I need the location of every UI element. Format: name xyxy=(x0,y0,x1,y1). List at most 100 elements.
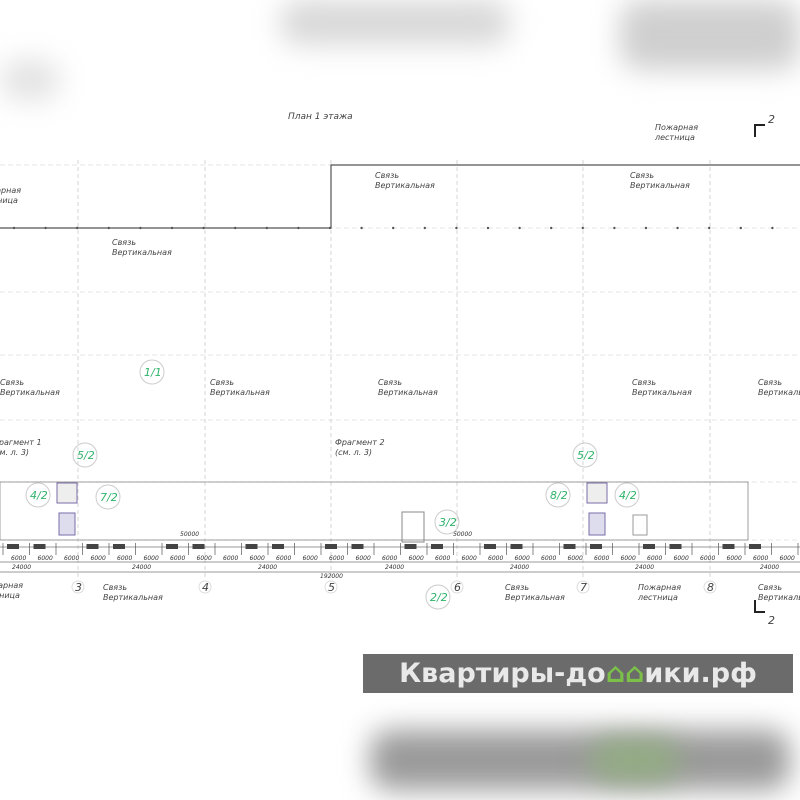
dimension-bay-label: 6000 xyxy=(647,555,662,562)
column-base xyxy=(192,544,205,549)
callout-circle xyxy=(545,482,571,508)
section-mark-label: 2 xyxy=(768,113,775,126)
dimension-bay-label: 6000 xyxy=(38,555,53,562)
callout-label: 1/1 xyxy=(144,366,162,379)
section-mark xyxy=(754,600,765,613)
annotations: 6000 6000 6000 6000 6000 6000 6000 6000 6000 6000… xyxy=(0,113,800,627)
callout-circle xyxy=(72,442,98,468)
house-icon: ⌂⌂ xyxy=(605,658,645,689)
dimension-segment-label: 24000 xyxy=(510,564,529,571)
section-mark xyxy=(754,124,765,137)
stair-fragment-2 xyxy=(401,511,425,543)
vertical-brace-label: Связь xyxy=(632,378,656,387)
column-dot xyxy=(139,226,142,230)
column-dot xyxy=(613,226,616,230)
axis-label: 4 xyxy=(202,581,209,594)
dimension-bay-label: 6000 xyxy=(753,555,768,562)
column-base xyxy=(166,544,178,549)
vertical-brace-label: Связь xyxy=(758,378,782,387)
vertical-brace-label: Вертикальная xyxy=(758,593,800,602)
column-dot xyxy=(739,226,742,230)
dimension-bay-label: 6000 xyxy=(541,555,556,562)
callout-label: 5/2 xyxy=(77,449,95,462)
dimension-bay-label: 6000 xyxy=(780,555,795,562)
column-dot xyxy=(676,226,679,230)
dimension-segment-label: 24000 xyxy=(132,564,151,571)
axis-label: 5 xyxy=(328,581,335,594)
vertical-brace-label: Связь xyxy=(112,238,136,247)
dimension-bay-label: 6000 xyxy=(621,555,636,562)
vertical-brace-label: Вертикальная xyxy=(378,388,438,397)
column-base xyxy=(431,544,443,549)
dimension-span-label: 50000 xyxy=(180,531,199,538)
fire-stair-label: лестница xyxy=(0,591,20,600)
column-dot xyxy=(265,226,268,230)
column-base xyxy=(590,544,602,549)
callout-circle xyxy=(95,484,121,510)
upper-wall xyxy=(0,164,800,229)
fire-stair-label: Пожарная xyxy=(655,123,698,132)
dimension-bay-label: 6000 xyxy=(568,555,583,562)
fragment-2-label: (см. л. 3) xyxy=(335,448,372,457)
vertical-brace-label: Связь xyxy=(210,378,234,387)
dimension-bay-label: 6000 xyxy=(674,555,689,562)
stair-fragment-3-lower xyxy=(588,512,606,536)
blurred-area-left xyxy=(0,60,60,100)
dimension-segment-label: 24000 xyxy=(12,564,31,571)
fire-stair-label: лестница xyxy=(654,133,695,142)
plan-title: План 1 этажа xyxy=(288,112,353,122)
grid-lines xyxy=(0,160,800,580)
dimension-bay-label: 6000 xyxy=(462,555,477,562)
column-dot xyxy=(486,226,490,230)
callout-label: 4/2 xyxy=(619,489,637,502)
column-base xyxy=(245,544,258,549)
column-base xyxy=(404,544,417,549)
fire-stair-label: лестница xyxy=(0,196,18,205)
callout-circle xyxy=(425,584,451,610)
blurred-area-top xyxy=(280,0,510,45)
axis-marker xyxy=(198,580,212,594)
dimension-total-label: 192000 xyxy=(320,573,343,580)
axis-label: 8 xyxy=(707,581,714,594)
callout-label: 8/2 xyxy=(550,489,568,502)
watermark-text-right: ики.рф xyxy=(644,658,757,689)
stair-fragment-3 xyxy=(586,482,608,504)
column-base xyxy=(33,544,46,549)
column-base xyxy=(722,544,735,549)
vertical-brace-label: Связь xyxy=(0,378,24,387)
watermark-text-left: Квартиры-до xyxy=(399,658,606,689)
column-base xyxy=(643,544,655,549)
column-dot xyxy=(550,226,553,230)
dimension-bay-label: 6000 xyxy=(409,555,424,562)
column-base xyxy=(7,544,19,549)
dimension-bay-label: 6000 xyxy=(727,555,742,562)
dimension-bay-label: 6000 xyxy=(303,555,318,562)
axis-label: 7 xyxy=(580,581,587,594)
dimension-bay-label: 6000 xyxy=(356,555,371,562)
fragment-1-label: Фрагмент 1 xyxy=(0,438,42,447)
column-base xyxy=(669,544,682,549)
fragment-1-label: (см. л. 3) xyxy=(0,448,29,457)
vertical-brace-label: Вертикальная xyxy=(758,388,800,397)
dimension-bay-label: 6000 xyxy=(64,555,79,562)
stair-fragment-1 xyxy=(56,482,78,504)
fire-stair-label: Пожарная xyxy=(0,581,23,590)
column-base xyxy=(86,544,99,549)
column-base xyxy=(510,544,523,549)
dimension-bay-label: 6000 xyxy=(91,555,106,562)
dimension-bay-label: 6000 xyxy=(594,555,609,562)
dimension-segment-label: 24000 xyxy=(385,564,404,571)
axis-marker xyxy=(703,580,717,594)
column-base xyxy=(351,544,364,549)
vertical-brace-label: Связь xyxy=(758,583,782,592)
dimension-bay-label: 6000 xyxy=(276,555,291,562)
callout-label: 7/2 xyxy=(100,491,118,504)
callout-label: 4/2 xyxy=(30,489,48,502)
fire-stair-label: Пожарная xyxy=(638,583,681,592)
column-base xyxy=(563,544,576,549)
column-dot xyxy=(328,226,332,230)
callout-circle xyxy=(25,482,51,508)
column-base xyxy=(113,544,125,549)
dimension-segment-label: 24000 xyxy=(760,564,779,571)
